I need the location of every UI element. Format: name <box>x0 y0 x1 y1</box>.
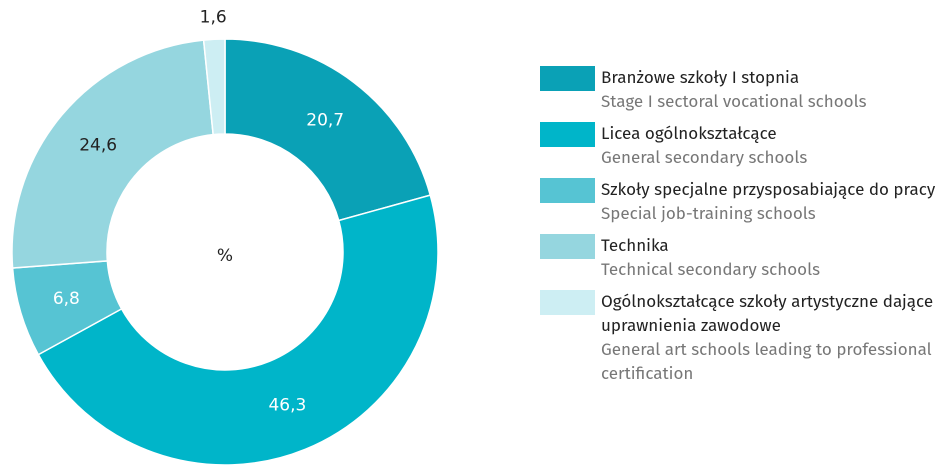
legend-swatch <box>540 122 595 147</box>
legend-item: Licea ogólnokształcące General secondary … <box>540 122 952 170</box>
legend: Branżowe szkoły I stopnia Stage I sectora… <box>540 66 952 394</box>
legend-text: Branżowe szkoły I stopnia Stage I sectora… <box>601 66 867 114</box>
center-label: % <box>217 246 233 266</box>
legend-translation: Special job-training schools <box>601 203 816 224</box>
legend-swatch <box>540 290 595 315</box>
legend-label: Licea ogólnokształcące <box>601 123 777 144</box>
legend-label: Branżowe szkoły I stopnia <box>601 67 800 88</box>
legend-swatch <box>540 178 595 203</box>
slice <box>11 39 214 269</box>
data-label: 20,7 <box>306 110 344 130</box>
legend-text: Licea ogólnokształcące General secondary … <box>601 122 807 170</box>
legend-item: Szkoły specjalne przysposabiające do pra… <box>540 178 952 226</box>
slice <box>224 38 432 222</box>
data-label: 6,8 <box>53 289 80 309</box>
legend-item: Branżowe szkoły I stopnia Stage I sectora… <box>540 66 952 114</box>
data-label: 46,3 <box>268 395 306 415</box>
legend-text: Szkoły specjalne przysposabiające do pra… <box>601 178 935 226</box>
legend-item: Ogólnokształcące szkoły artystyczne dają… <box>540 290 952 386</box>
legend-label: Ogólnokształcące szkoły artystyczne dają… <box>601 291 934 336</box>
legend-swatch <box>540 66 595 91</box>
legend-item: Technika Technical secondary schools <box>540 234 952 282</box>
legend-text: Technika Technical secondary schools <box>601 234 820 282</box>
legend-swatch <box>540 234 595 259</box>
legend-label: Technika <box>601 235 669 256</box>
legend-label: Szkoły specjalne przysposabiające do pra… <box>601 179 936 200</box>
legend-text: Ogólnokształcące szkoły artystyczne dają… <box>601 290 952 386</box>
legend-translation: Technical secondary schools <box>601 259 821 280</box>
data-label: 24,6 <box>79 136 117 156</box>
legend-translation: General secondary schools <box>601 147 808 168</box>
legend-translation: General art schools leading to professio… <box>601 339 932 384</box>
legend-translation: Stage I sectoral vocational schools <box>601 91 867 112</box>
slice <box>37 194 439 466</box>
data-label: 1,6 <box>200 7 227 27</box>
slice <box>202 38 226 136</box>
